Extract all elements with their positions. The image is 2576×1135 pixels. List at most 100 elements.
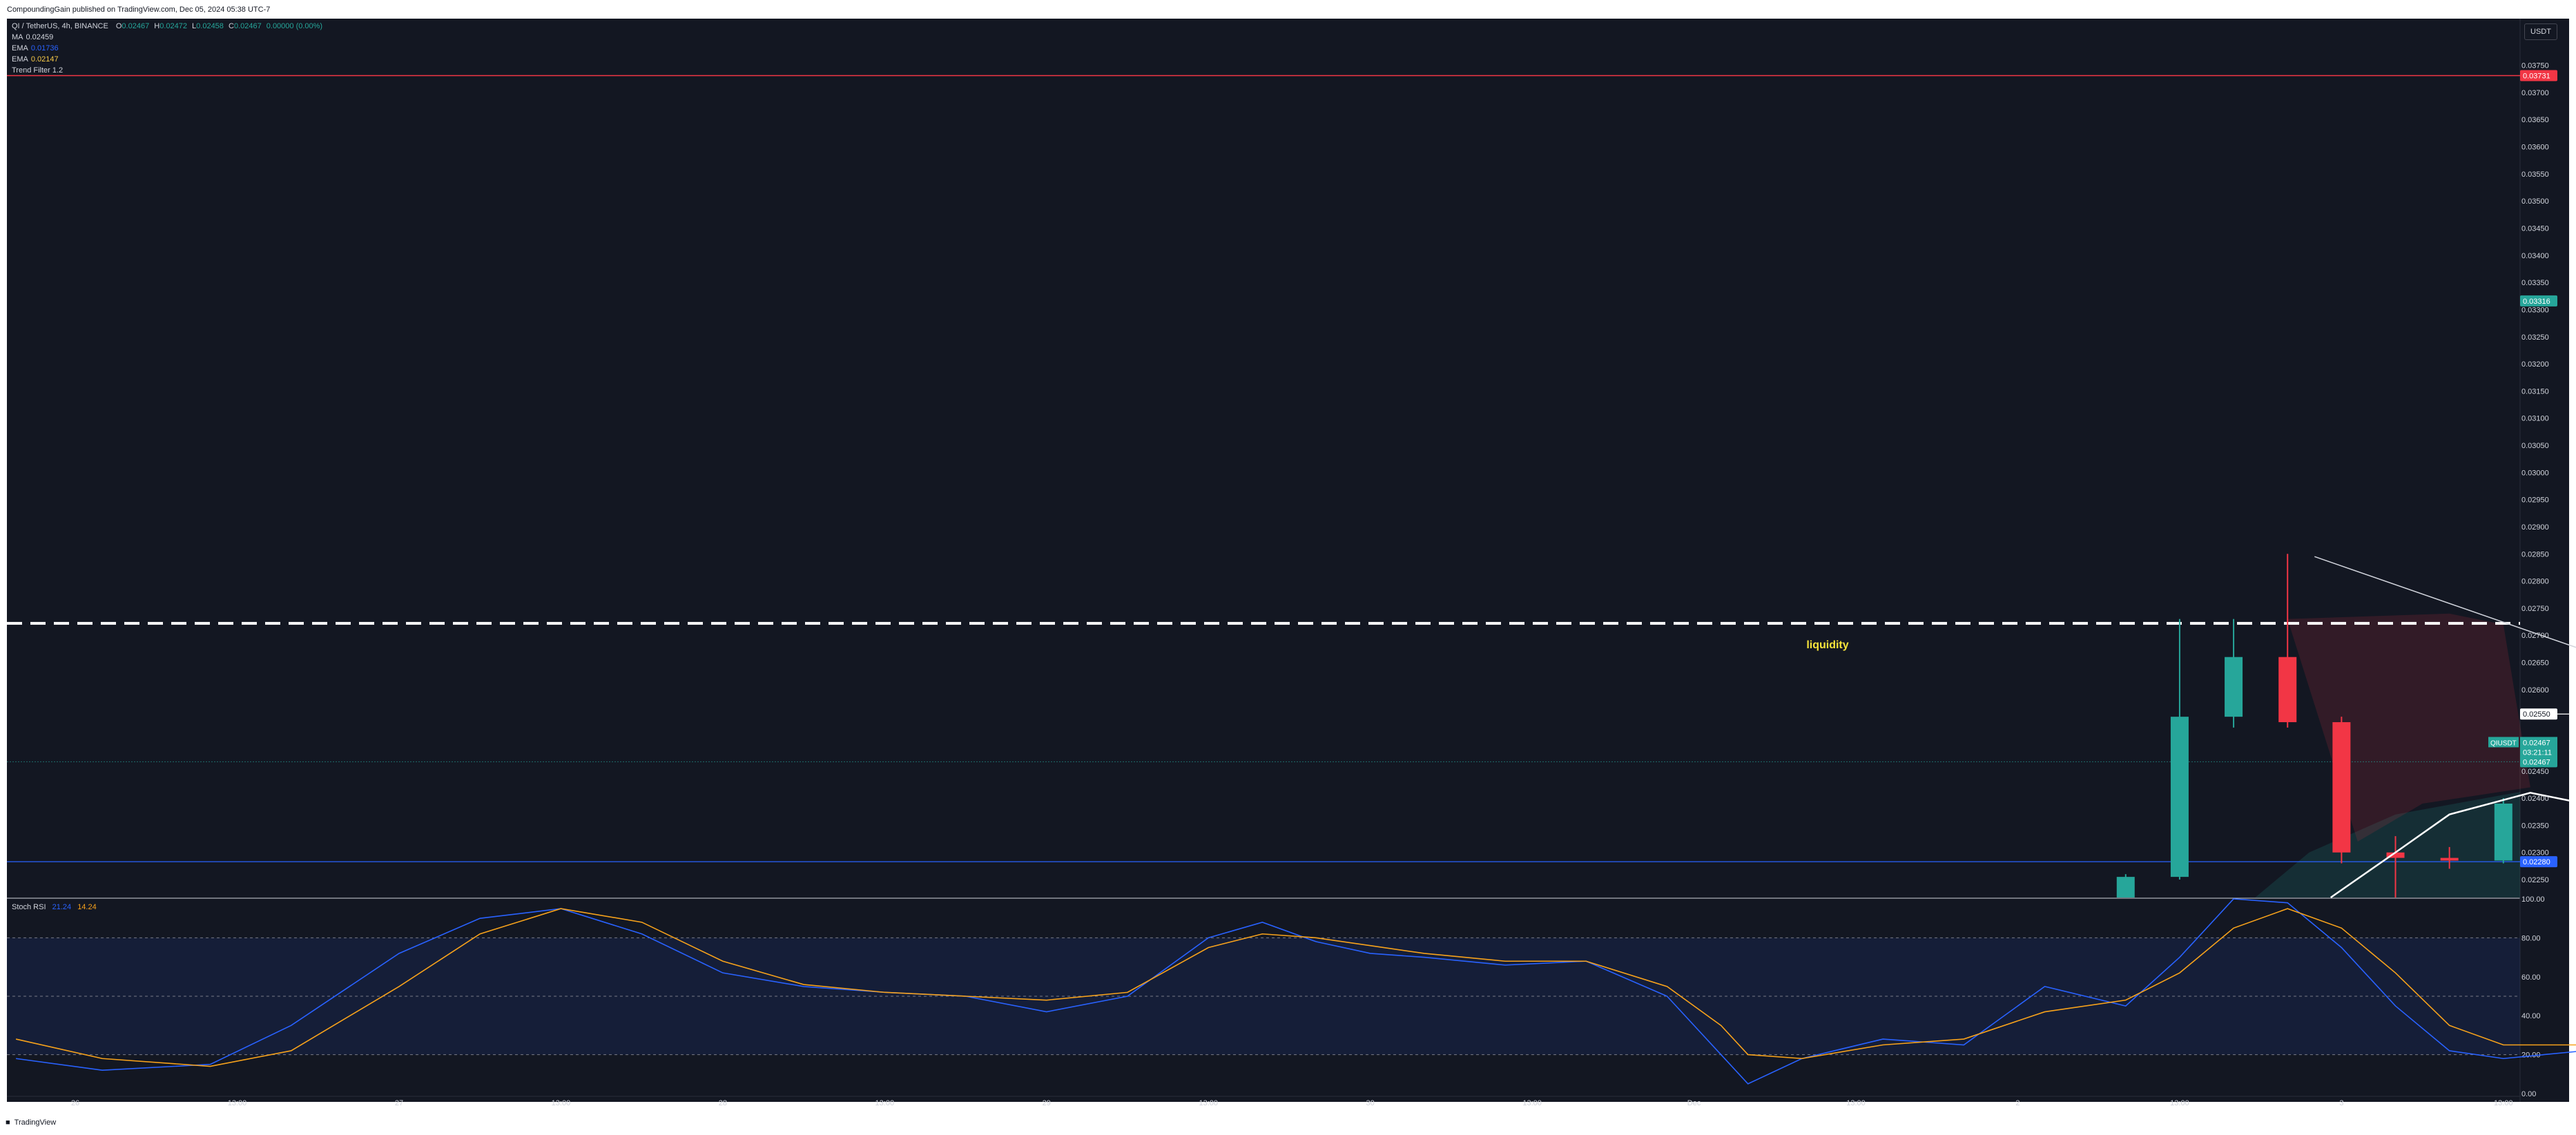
price-tick-22: 0.03350 (2521, 279, 2549, 287)
price-tick-29: 0.03700 (2521, 89, 2549, 97)
stoch-rsi-legend[interactable]: Stoch RSI 21.24 14.24 (12, 903, 97, 911)
ohlc-high-label: H (154, 22, 160, 30)
price-tick-2: 0.02350 (2521, 822, 2549, 830)
price-tick-10: 0.02750 (2521, 605, 2549, 613)
rsi-tick-2: 40.00 (2521, 1012, 2541, 1020)
price-label-3: 0.02467 (2523, 758, 2550, 766)
price-tick-23: 0.03400 (2521, 252, 2549, 260)
price-tick-11: 0.02800 (2521, 578, 2549, 586)
ohlc-change: 0.00000 (0.00%) (266, 22, 323, 30)
time-tick-7: 13:00 (1199, 1099, 1218, 1107)
stoch-rsi-series-0 (16, 898, 2576, 1085)
chart-background (7, 19, 2569, 1102)
stoch-rsi-title: Stoch RSI (12, 903, 46, 911)
bullish-trend-zone (2255, 792, 2520, 898)
price-label-bg-1 (2520, 295, 2557, 307)
time-tick-10: Dec (1687, 1099, 1701, 1107)
candle-body-6 (2440, 857, 2459, 861)
price-label-bg-4 (2520, 856, 2557, 868)
countdown-badge: 03:21:11 (2523, 748, 2552, 757)
rsi-tick-5: 100.00 (2521, 895, 2545, 904)
price-label-2: 0.02550 (2523, 710, 2550, 719)
indicator-ema-2-value: 0.02147 (30, 55, 59, 64)
price-tick-27: 0.03600 (2521, 144, 2549, 152)
time-tick-14: 3 (2339, 1099, 2343, 1107)
ohlc-high: 0.02472 (159, 22, 187, 30)
indicator-ema-1-value: 0.01736 (30, 44, 59, 52)
time-tick-1: 13:00 (228, 1099, 247, 1107)
price-tick-25: 0.03500 (2521, 197, 2549, 206)
symbol-legend: QI / TetherUS, 4h, BINANCE O0.02467 H0.0… (12, 22, 322, 30)
currency-button[interactable]: USDT (2524, 23, 2557, 40)
current-symbol-badge-bg (2488, 737, 2519, 748)
price-label-0: 0.03731 (2523, 72, 2550, 81)
price-label-bg-3 (2520, 756, 2557, 768)
ohlc-low: 0.02458 (196, 22, 224, 30)
price-tick-9: 0.02700 (2521, 632, 2549, 640)
indicator-ma[interactable]: MA 0.02459 (12, 33, 53, 41)
ohlc-close: 0.02467 (233, 22, 262, 30)
time-tick-11: 13:00 (1846, 1099, 1866, 1107)
price-label-4: 0.02280 (2523, 858, 2550, 866)
price-tick-15: 0.03000 (2521, 469, 2549, 477)
ma-line (2330, 791, 2576, 899)
rsi-tick-4: 80.00 (2521, 934, 2541, 942)
ohlc-close-label: C (228, 22, 234, 30)
candle-body-5 (2386, 852, 2405, 858)
time-tick-2: 27 (395, 1099, 403, 1107)
stoch-rsi-k-value: 21.24 (52, 903, 72, 911)
indicator-trend-filter[interactable]: Trend Filter 1.2 (12, 66, 63, 75)
candle-body-7 (2494, 803, 2512, 861)
tradingview-footer[interactable]: ■ TradingView (6, 1118, 56, 1127)
indicator-ema-2[interactable]: EMA 0.02147 (12, 55, 59, 64)
time-tick-15: 13:00 (2494, 1099, 2513, 1107)
price-tick-18: 0.03150 (2521, 387, 2549, 396)
price-tick-14: 0.02950 (2521, 496, 2549, 505)
current-price-badge: 0.02467 (2523, 739, 2550, 747)
price-tick-16: 0.03050 (2521, 442, 2549, 450)
tradingview-brand: TradingView (14, 1118, 57, 1127)
candle-body-4 (2332, 722, 2351, 853)
ohlc-open-label: O (115, 22, 122, 30)
indicator-ma-value: 0.02459 (26, 33, 54, 41)
current-symbol-badge: QIUSDT (2490, 739, 2517, 747)
liquidity-label: liquidity (1806, 639, 1848, 651)
candle-body-0 (2116, 877, 2135, 898)
time-tick-8: 30 (1366, 1099, 1375, 1107)
time-tick-3: 13:00 (552, 1099, 571, 1107)
tradingview-logo-icon: ■ (6, 1118, 10, 1127)
time-tick-0: 26 (71, 1099, 79, 1107)
candle-body-1 (2170, 717, 2189, 877)
price-tick-8: 0.02650 (2521, 659, 2549, 668)
price-tick-19: 0.03200 (2521, 360, 2549, 369)
price-tick-30: 0.03750 (2521, 62, 2549, 70)
price-label-1: 0.03316 (2523, 298, 2550, 306)
candle-body-3 (2278, 657, 2297, 723)
indicator-ema-2-name: EMA (12, 55, 28, 64)
indicator-ema-1-name: EMA (12, 44, 28, 52)
time-tick-12: 2 (2015, 1099, 2020, 1107)
price-tick-26: 0.03550 (2521, 171, 2549, 179)
candle-body-2 (2225, 657, 2243, 717)
published-by-text: CompoundingGain published on TradingView… (7, 6, 271, 14)
ohlc-open: 0.02467 (122, 22, 150, 30)
price-tick-24: 0.03450 (2521, 225, 2549, 233)
price-tick-7: 0.02600 (2521, 686, 2549, 695)
price-tick-17: 0.03100 (2521, 415, 2549, 423)
stoch-rsi-d-value: 14.24 (77, 903, 97, 911)
current-price-badge-bg (2520, 737, 2557, 758)
rsi-tick-3: 60.00 (2521, 973, 2541, 982)
price-tick-28: 0.03650 (2521, 116, 2549, 124)
indicator-ema-1[interactable]: EMA 0.01736 (12, 44, 59, 52)
rsi-tick-0: 0.00 (2521, 1090, 2536, 1098)
price-tick-13: 0.02900 (2521, 523, 2549, 532)
price-tick-1: 0.02300 (2521, 849, 2549, 857)
price-tick-0: 0.02250 (2521, 876, 2549, 884)
price-tick-4: 0.02450 (2521, 768, 2549, 776)
indicator-ma-name: MA (12, 33, 23, 41)
time-tick-4: 28 (719, 1099, 727, 1107)
ohlc-low-label: L (192, 22, 197, 30)
price-label-bg-2 (2520, 708, 2557, 720)
descending-trendline (2314, 556, 2576, 648)
